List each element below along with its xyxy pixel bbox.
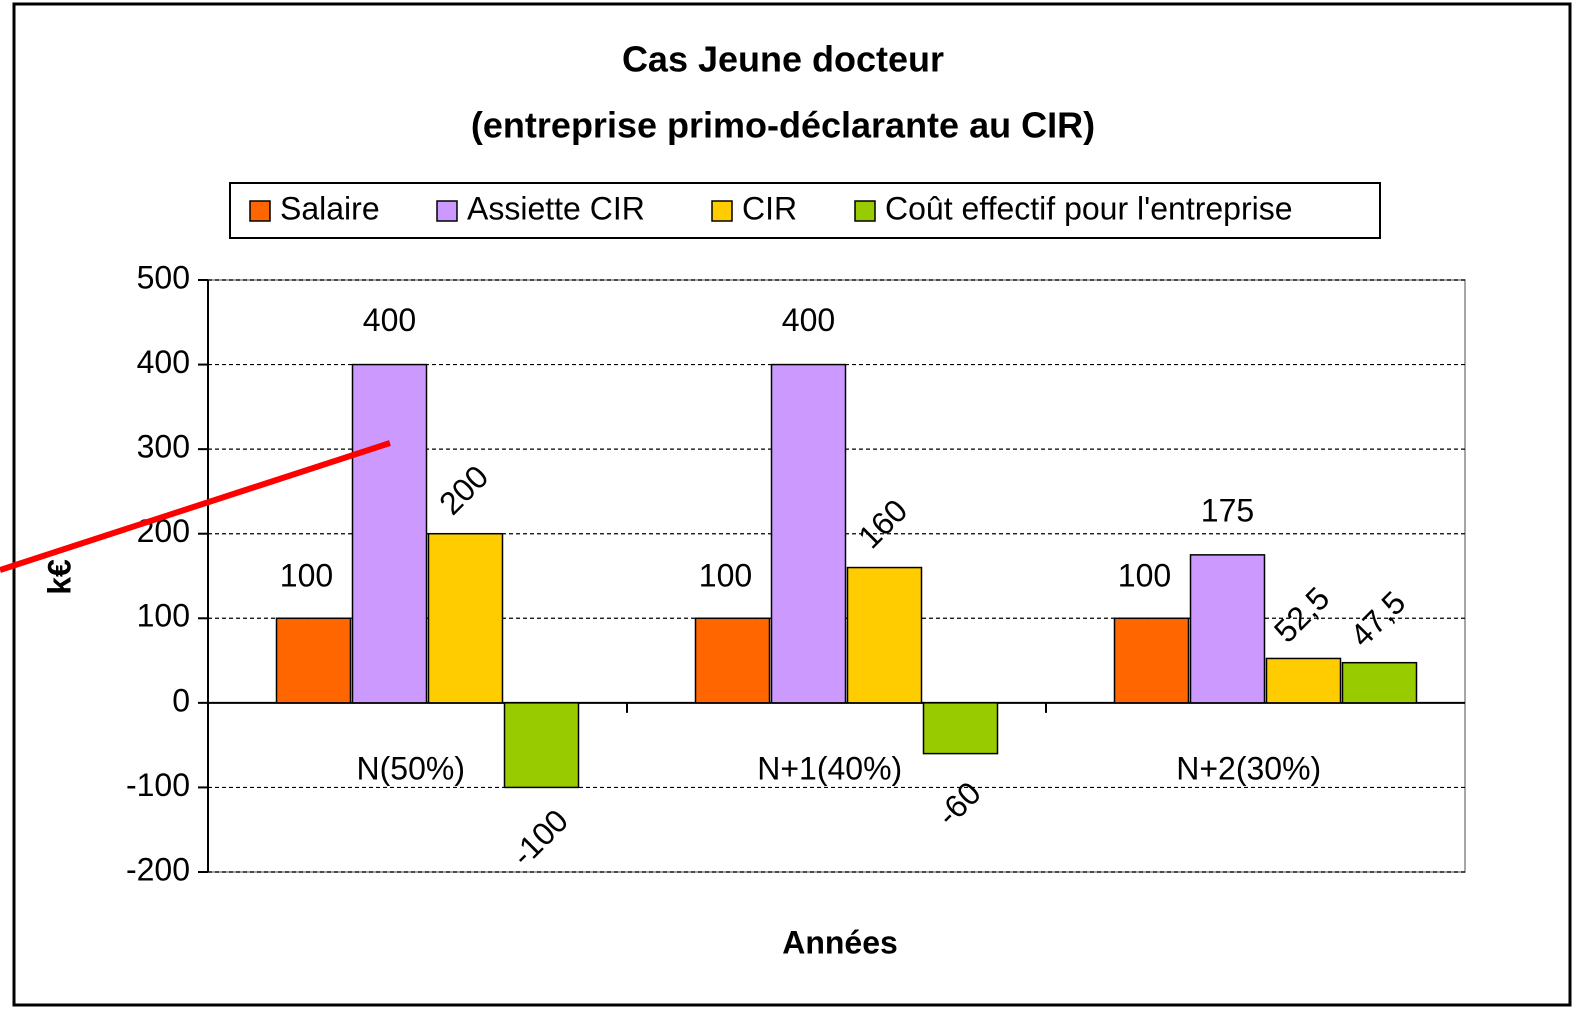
data-label: 100 <box>280 558 333 594</box>
bar <box>1341 661 1418 704</box>
data-label: 100 <box>1118 558 1171 594</box>
legend-swatch <box>249 200 271 222</box>
data-label: 400 <box>782 302 835 338</box>
bar <box>275 617 352 704</box>
data-label: 100 <box>699 558 752 594</box>
y-tick-label: 300 <box>137 429 190 465</box>
legend-swatch <box>711 200 733 222</box>
x-tick-label: N(50%) <box>357 750 465 786</box>
bar <box>503 702 580 789</box>
data-label: 175 <box>1201 492 1254 528</box>
legend-label: Salaire <box>280 190 380 226</box>
data-label: 400 <box>363 302 416 338</box>
bar <box>427 532 504 704</box>
chart-subtitle: (entreprise primo-déclarante au CIR) <box>471 105 1095 146</box>
y-tick-label: 100 <box>137 598 190 634</box>
y-axis-label: k€ <box>41 559 77 595</box>
chart-title: Cas Jeune docteur <box>622 39 944 80</box>
y-tick-label: 0 <box>172 682 190 718</box>
y-tick-label: -200 <box>126 851 190 887</box>
legend-label: CIR <box>742 190 797 226</box>
x-axis-label: Années <box>782 924 898 960</box>
bar <box>1113 617 1190 704</box>
legend-label: Assiette CIR <box>467 190 645 226</box>
bar <box>770 363 847 704</box>
legend-label: Coût effectif pour l'entreprise <box>885 190 1293 226</box>
bar <box>351 363 428 704</box>
y-tick-label: -100 <box>126 767 190 803</box>
bar <box>1189 554 1266 704</box>
bar <box>694 617 771 704</box>
legend-box <box>229 182 1381 239</box>
annotation-arrow <box>0 440 391 573</box>
legend-swatch <box>436 200 458 222</box>
y-tick-label: 400 <box>137 344 190 380</box>
x-tick-label: N+1(40%) <box>757 750 902 786</box>
x-tick-label: N+2(30%) <box>1176 750 1321 786</box>
legend-swatch <box>854 200 876 222</box>
bar <box>846 566 923 704</box>
y-tick-label: 500 <box>137 259 190 295</box>
bar <box>1265 657 1342 704</box>
bar <box>922 702 999 755</box>
